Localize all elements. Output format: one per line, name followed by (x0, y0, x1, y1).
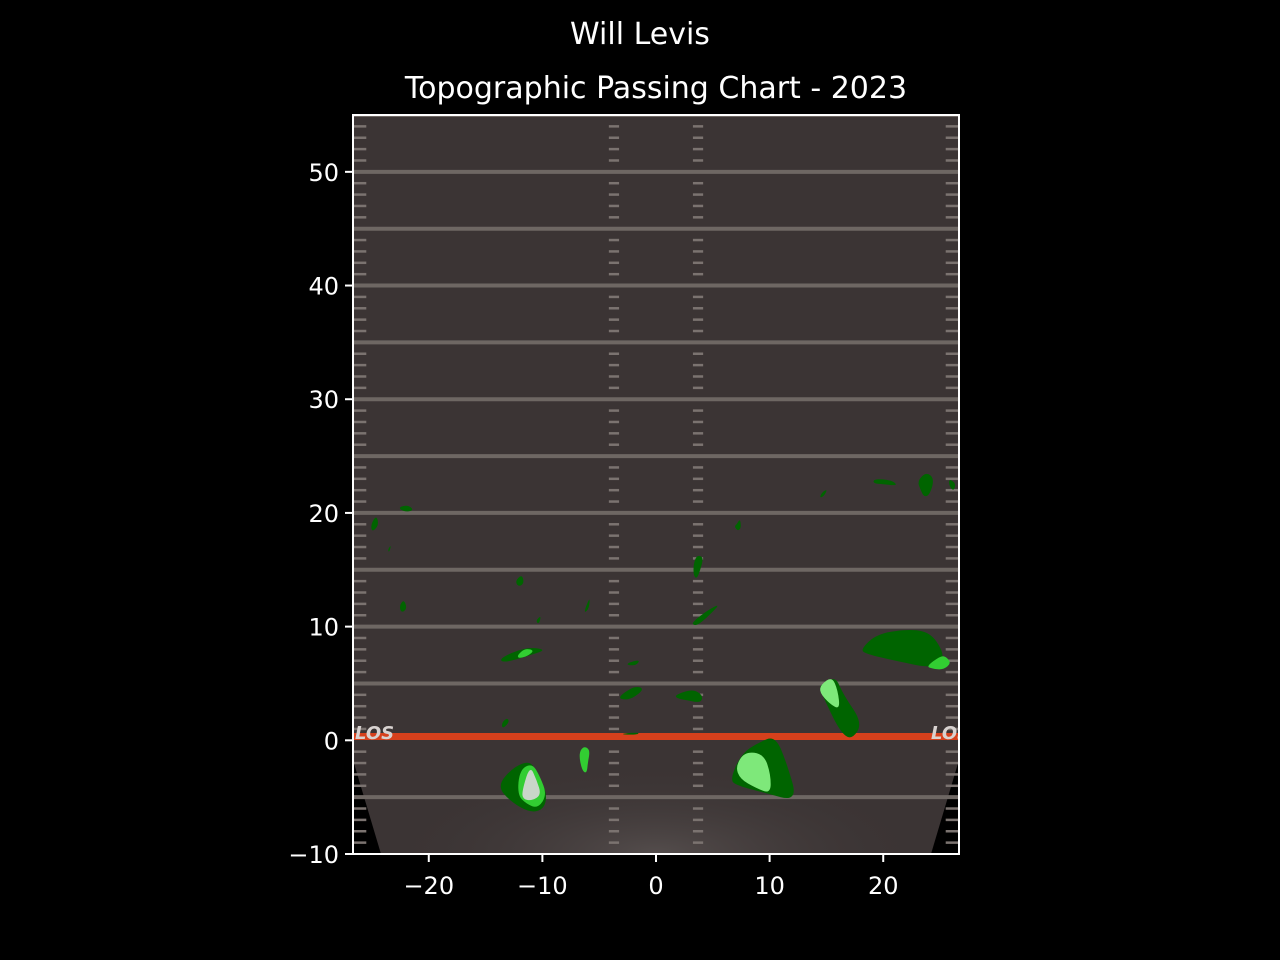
contour-level-1 (516, 576, 524, 586)
contour-level-3 (820, 679, 840, 708)
contour-level-1 (623, 732, 639, 735)
field-glow (353, 650, 959, 854)
x-tick-label: −10 (517, 872, 568, 900)
contour-level-1 (735, 520, 741, 531)
contour-level-1 (584, 599, 590, 612)
x-tick-label: 10 (754, 872, 785, 900)
x-tick-label: −20 (403, 872, 454, 900)
contour-level-1 (862, 630, 943, 667)
contour-level-1 (949, 480, 956, 490)
contour-level-1 (627, 660, 639, 666)
y-tick-label: 0 (324, 727, 339, 755)
contour-layer (371, 473, 956, 812)
contour-level-1 (820, 490, 827, 498)
contour-level-2 (579, 747, 590, 773)
x-tick-label: 0 (648, 872, 663, 900)
y-tick-label: 30 (308, 386, 339, 414)
line-of-scrimmage (353, 733, 959, 740)
contour-level-4 (522, 770, 540, 801)
contour-level-1 (536, 616, 541, 624)
y-tick-label: 40 (308, 273, 339, 301)
contour-level-1 (501, 718, 509, 728)
y-tick-label: 20 (308, 500, 339, 528)
plot-area: LOS LOS (353, 115, 970, 854)
y-tick-label: 50 (308, 159, 339, 187)
los-label-right: LOS (931, 723, 970, 744)
x-axis: −20 −10 0 10 20 (403, 854, 898, 900)
contour-level-2 (517, 649, 533, 658)
los-label-left: LOS (355, 723, 394, 744)
contour-level-1 (873, 479, 896, 486)
contour-level-1 (675, 690, 703, 702)
contour-level-1 (918, 473, 933, 497)
contour-level-1 (620, 686, 642, 700)
contour-level-1 (371, 517, 378, 531)
contour-level-3 (737, 752, 771, 792)
yard-lines (353, 115, 959, 800)
chart-suptitle: Will Levis (570, 17, 710, 52)
y-tick-label: −10 (288, 841, 339, 869)
contour-level-1 (692, 605, 718, 626)
contour-level-1 (388, 546, 391, 552)
y-tick-label: 10 (308, 614, 339, 642)
contour-level-1 (399, 601, 407, 612)
contour-level-1 (693, 555, 703, 578)
y-axis: −10 0 10 20 30 40 50 (288, 159, 353, 869)
x-tick-label: 20 (868, 872, 899, 900)
chart-title: Topographic Passing Chart - 2023 (404, 71, 907, 106)
contour-level-2 (928, 656, 950, 670)
contour-level-1 (399, 505, 413, 512)
hash-marks (353, 125, 959, 844)
